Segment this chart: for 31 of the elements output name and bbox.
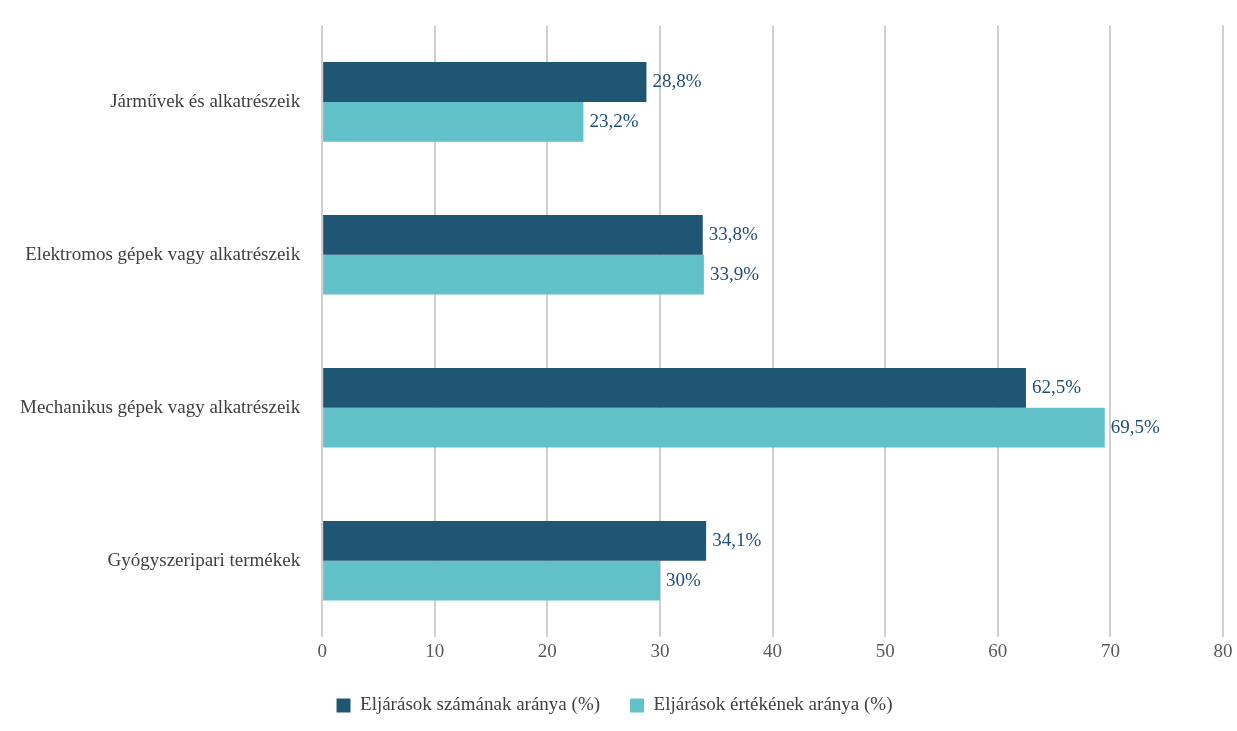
bar — [323, 254, 704, 295]
bar — [323, 62, 647, 102]
y-tick-label: Elektromos gépek vagy alkatrészeik — [25, 242, 301, 264]
data-label: 69,5% — [1110, 415, 1161, 437]
x-tick-label: 40 — [763, 639, 783, 661]
x-tick-label: 20 — [537, 639, 557, 661]
data-label: 28,8% — [652, 69, 702, 91]
x-tick-label: 80 — [1213, 639, 1233, 661]
x-tick-label: 10 — [425, 639, 445, 661]
data-label: 30% — [665, 568, 701, 590]
x-tick-label: 60 — [988, 639, 1008, 661]
bar — [323, 407, 1105, 448]
data-label: 23,2% — [589, 109, 639, 131]
data-label: 33,9% — [709, 262, 760, 284]
y-tick-label: Mechanikus gépek vagy alkatrészeik — [20, 395, 301, 417]
bar — [323, 101, 584, 142]
x-tick-label: 70 — [1100, 639, 1120, 661]
bar — [323, 520, 707, 561]
data-label: 33,8% — [708, 222, 758, 244]
bar — [323, 215, 703, 255]
y-tick-label: Gyógyszeripari termékek — [107, 548, 301, 570]
x-tick-label: 0 — [317, 639, 327, 661]
bar — [323, 368, 1026, 408]
x-tick-label: 50 — [875, 639, 895, 661]
data-label: 34,1% — [712, 528, 762, 550]
y-tick-label: Járművek és alkatrészeik — [110, 89, 301, 111]
x-tick-label: 30 — [650, 639, 670, 661]
legend-label: Eljárások számának aránya (%) — [360, 693, 601, 716]
bar — [323, 560, 660, 601]
data-label: 62,5% — [1031, 375, 1082, 397]
legend-label: Eljárások értékének aránya (%) — [653, 693, 893, 716]
